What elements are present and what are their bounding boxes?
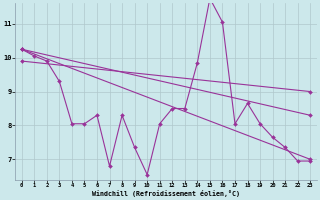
X-axis label: Windchill (Refroidissement éolien,°C): Windchill (Refroidissement éolien,°C): [92, 190, 240, 197]
